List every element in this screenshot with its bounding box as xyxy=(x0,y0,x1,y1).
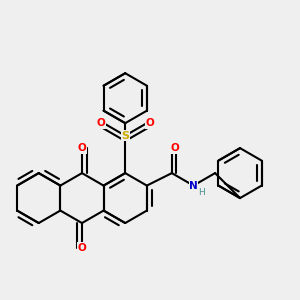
Text: S: S xyxy=(121,130,129,141)
Text: N: N xyxy=(189,181,198,190)
Text: H: H xyxy=(199,188,205,197)
Text: O: O xyxy=(78,243,86,253)
Text: O: O xyxy=(78,143,86,153)
Text: O: O xyxy=(170,143,179,153)
Text: O: O xyxy=(146,118,154,128)
Text: O: O xyxy=(96,118,105,128)
